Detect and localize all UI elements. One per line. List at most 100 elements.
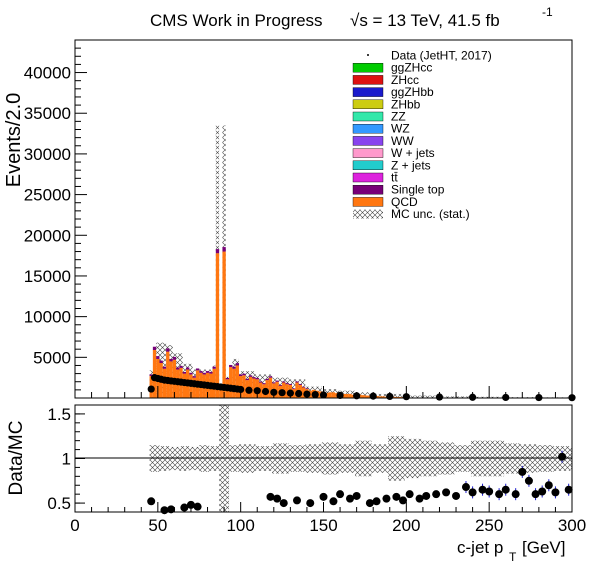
bar-qcd — [268, 377, 273, 398]
ratio-point — [531, 490, 540, 499]
ratio-point — [564, 485, 573, 494]
ratio-yaxis: 0.5 1 1.5 — [47, 405, 85, 513]
data-point — [278, 389, 286, 397]
bar-single-top — [272, 382, 276, 384]
legend-swatch — [352, 87, 384, 97]
legend-entry: ZHcc — [352, 73, 419, 87]
ratio-point — [186, 500, 195, 509]
energy-lumi-label: √s = 13 TeV, 41.5 fb — [350, 11, 500, 30]
ratio-xtick-label: 250 — [475, 516, 503, 535]
ratio-ylabel: Data/MC — [6, 421, 27, 496]
bar-single-top — [176, 367, 180, 370]
legend-label: MC unc. (stat.) — [391, 207, 470, 221]
legend-entry: tt̄ — [352, 171, 398, 185]
legend-swatch — [352, 160, 384, 171]
ratio-point — [147, 497, 156, 506]
ratio-point — [399, 496, 408, 505]
legend-swatch — [352, 63, 384, 73]
ratio-point — [485, 487, 494, 496]
legend-label: WZ — [391, 122, 410, 136]
bar-single-top — [262, 383, 266, 385]
bar-single-top — [248, 375, 253, 377]
bar-qcd — [232, 368, 236, 398]
xlabel-subscript: T — [509, 550, 517, 564]
bar-single-top — [215, 249, 220, 254]
bar-qcd — [275, 381, 279, 398]
ratio-point — [524, 476, 533, 485]
main-ytick-label: 5000 — [33, 348, 71, 367]
ratio-point — [382, 494, 391, 503]
bar-single-top — [295, 381, 299, 383]
bar-qcd — [215, 253, 220, 398]
bar-qcd — [235, 365, 240, 398]
ratio-xtick-label: 100 — [226, 516, 254, 535]
bar-single-top — [192, 376, 196, 378]
main-ytick-label: 35000 — [24, 104, 71, 123]
legend-entry: QCD — [352, 195, 418, 209]
ratio-point — [372, 497, 381, 506]
legend-label: ggZHcc — [391, 61, 432, 75]
legend-entry: ZZ — [352, 110, 406, 124]
ratio-point — [193, 502, 202, 511]
ratio-point — [346, 494, 355, 503]
ratio-point — [538, 487, 547, 496]
legend-entry: WZ — [352, 122, 410, 136]
bar-single-top — [162, 366, 167, 369]
bar-single-top — [285, 383, 289, 385]
ratio-point — [319, 492, 328, 501]
main-yaxis: 5000 10000 15000 20000 25000 30000 35000 40000 — [24, 47, 87, 391]
bar-single-top — [159, 360, 163, 364]
ratio-point — [478, 485, 487, 494]
bar-single-top — [212, 366, 216, 369]
main-ytick-label: 10000 — [24, 308, 71, 327]
bar-single-top — [288, 384, 293, 385]
ratio-point — [306, 499, 315, 508]
bar-single-top — [305, 388, 309, 390]
bar-single-top — [242, 373, 246, 376]
bar-qcd — [381, 396, 385, 398]
bar-qcd — [192, 377, 196, 398]
ratio-point — [461, 483, 470, 492]
bar-single-top — [239, 374, 243, 377]
ratio-point — [329, 497, 338, 506]
bar-single-top — [235, 363, 240, 366]
bar-single-top — [275, 380, 279, 382]
ratio-point — [392, 492, 401, 501]
data-point — [147, 385, 155, 393]
main-ylabel: Events/2.0 — [3, 93, 25, 188]
ratio-ytick-label: 1 — [62, 450, 71, 469]
legend-label: WW — [391, 134, 414, 148]
legend-swatch — [352, 75, 384, 85]
bar-qcd — [378, 396, 382, 398]
legend-swatch — [352, 184, 384, 195]
ratio-panel: 0.5 1 1.5 0 50 100 150 200 250 300 Data/MC c-jet… — [6, 404, 586, 564]
bar-single-top — [172, 356, 177, 360]
legend-swatch — [352, 136, 384, 146]
bar-single-top — [298, 384, 302, 385]
main-ytick-label: 40000 — [24, 64, 71, 83]
data-point — [253, 387, 261, 395]
ratio-point — [405, 490, 414, 499]
legend-swatch — [352, 123, 384, 134]
ratio-point — [352, 491, 361, 500]
bar-qcd — [219, 389, 223, 398]
ratio-xtick-label: 0 — [70, 516, 79, 535]
bar-single-top — [179, 365, 183, 368]
mc-unc-band-segment — [470, 396, 505, 398]
ratio-point — [279, 499, 288, 508]
bar-qcd — [252, 378, 256, 398]
ratio-point — [415, 494, 424, 503]
bar-qcd — [361, 395, 365, 398]
legend-entry: Single top — [352, 183, 445, 197]
bar-single-top — [229, 364, 233, 368]
bar-single-top — [202, 372, 206, 375]
ratio-point — [432, 490, 441, 499]
legend-label: ggZHbb — [391, 85, 434, 99]
legend-swatch — [352, 148, 384, 158]
legend-marker — [367, 54, 369, 56]
bar-qcd — [345, 393, 349, 398]
main-panel: 500010000150002000025000300003500040000 … — [3, 39, 576, 402]
ratio-point — [468, 488, 477, 497]
bar-single-top — [265, 378, 269, 381]
